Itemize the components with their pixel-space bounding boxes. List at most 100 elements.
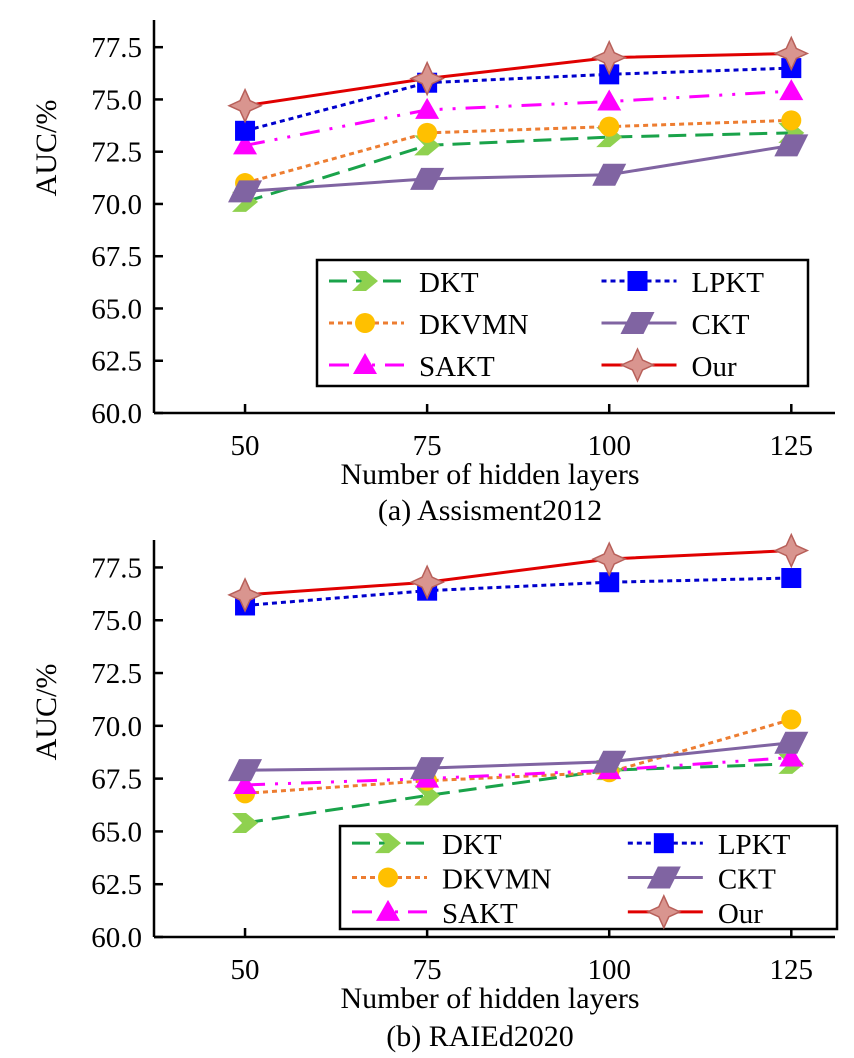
x-tick-label: 125: [770, 954, 814, 986]
legend-label: LPKT: [692, 267, 765, 299]
y-axis-label: AUC/%: [30, 100, 63, 197]
data-point-sakt: [779, 79, 804, 101]
legend-item-ckt: CKT: [601, 309, 750, 341]
legend-item-ckt: CKT: [627, 864, 776, 896]
series-line-sakt: [244, 756, 792, 787]
legend-marker-our: [619, 347, 656, 383]
data-point-our: [591, 541, 628, 577]
data-point-ckt: [228, 759, 263, 782]
y-tick-label: 72.5: [91, 658, 142, 690]
y-tick-label: 75.0: [91, 605, 142, 637]
chart-title: (a) Assisment2012: [378, 494, 602, 527]
series-line-dkvmn: [244, 718, 792, 795]
legend-label: DKT: [442, 829, 502, 861]
data-point-sakt: [233, 772, 258, 794]
chart-panel-a: AUC/% Number of hidden layers (a) Assism…: [30, 20, 835, 527]
x-tick-label: 125: [770, 430, 814, 462]
data-point-ckt: [774, 731, 809, 754]
legend-item-our: Our: [627, 894, 763, 930]
legend-label: DKVMN: [442, 864, 552, 896]
legend-item-dkvmn: DKVMN: [352, 864, 552, 896]
data-point-dkvmn: [781, 709, 802, 730]
series-line-lpkt: [244, 576, 792, 607]
data-point-ckt: [410, 167, 445, 190]
legend-item-lpkt: LPKT: [601, 267, 765, 299]
data-point-sakt: [779, 745, 804, 767]
data-point-dkvmn: [417, 122, 438, 143]
x-tick-label: 100: [587, 954, 631, 986]
series-line-dkt: [244, 131, 792, 204]
legend-label: SAKT: [442, 898, 518, 930]
series-ckt: [228, 731, 809, 782]
legend-marker-dkvmn: [378, 867, 398, 888]
data-point-ckt: [592, 750, 627, 773]
data-point-sakt: [415, 97, 440, 119]
y-tick-label: 62.5: [91, 869, 142, 901]
y-tick-label: 75.0: [91, 84, 142, 116]
legend-marker-dkt: [375, 833, 401, 854]
legend-marker-sakt: [376, 899, 400, 921]
series-line-our: [244, 51, 792, 108]
legend-marker-ckt: [620, 312, 655, 334]
series-our: [227, 532, 810, 613]
data-point-lpkt: [599, 572, 620, 593]
legend-marker-our: [646, 894, 682, 930]
y-tick-label: 70.0: [91, 711, 142, 743]
legend-marker-dkvmn: [355, 313, 375, 333]
data-point-ckt: [592, 163, 627, 186]
legend-label: Our: [692, 351, 737, 383]
series-line-ckt: [245, 741, 792, 772]
legend-item-sakt: SAKT: [352, 898, 518, 930]
series-line-ckt: [244, 143, 792, 193]
y-tick-label: 60.0: [91, 922, 142, 954]
series-line-lpkt: [244, 66, 792, 133]
x-axis-label: Number of hidden layers: [340, 458, 639, 491]
series-ckt: [228, 134, 809, 203]
data-point-our: [773, 35, 810, 72]
legend-item-lpkt: LPKT: [627, 829, 791, 861]
series-line-our: [244, 549, 792, 597]
legend-item-dkt: DKT: [329, 267, 479, 299]
series-dkvmn: [235, 709, 802, 804]
y-tick-label: 72.5: [91, 137, 142, 169]
data-point-our: [591, 39, 628, 76]
legend-item-sakt: SAKT: [329, 351, 495, 383]
legend-marker-ckt: [646, 866, 681, 889]
y-tick-label: 77.5: [91, 552, 142, 584]
y-tick-label: 65.0: [91, 816, 142, 848]
y-tick-label: 70.0: [91, 189, 142, 221]
series-line-sakt: [244, 89, 792, 147]
series-line-dkvmn: [244, 118, 792, 185]
x-tick-label: 75: [413, 430, 442, 462]
series-lpkt: [235, 568, 802, 616]
series-line-dkt: [244, 762, 792, 825]
series-lpkt: [235, 58, 802, 141]
legend-marker-dkt: [352, 271, 378, 291]
legend-marker-lpkt: [627, 271, 648, 291]
x-tick-label: 50: [231, 430, 260, 462]
y-tick-label: 77.5: [91, 32, 142, 64]
y-axis-label: AUC/%: [30, 664, 63, 761]
legend-label: Our: [718, 898, 763, 930]
y-tick-label: 62.5: [91, 346, 142, 378]
legend: DKT DKVMN SAKT LPKT CKT Our: [315, 258, 810, 388]
data-point-our: [409, 564, 445, 601]
data-point-ckt: [410, 757, 445, 780]
legend-label: DKT: [419, 267, 479, 299]
y-tick-label: 67.5: [91, 764, 142, 796]
legend-marker-lpkt: [653, 833, 674, 854]
y-tick-label: 60.0: [91, 398, 142, 430]
legend-marker-sakt: [353, 353, 377, 374]
legend-label: CKT: [718, 864, 776, 896]
y-tick-label: 67.5: [91, 241, 142, 273]
data-point-lpkt: [235, 120, 256, 141]
series-dkvmn: [235, 110, 802, 194]
data-point-dkvmn: [599, 116, 620, 137]
legend-label: DKVMN: [419, 309, 529, 341]
x-tick-label: 75: [413, 954, 442, 986]
x-axis-label: Number of hidden layers: [340, 982, 639, 1015]
data-point-dkt: [232, 812, 259, 833]
data-point-ckt: [228, 180, 263, 203]
